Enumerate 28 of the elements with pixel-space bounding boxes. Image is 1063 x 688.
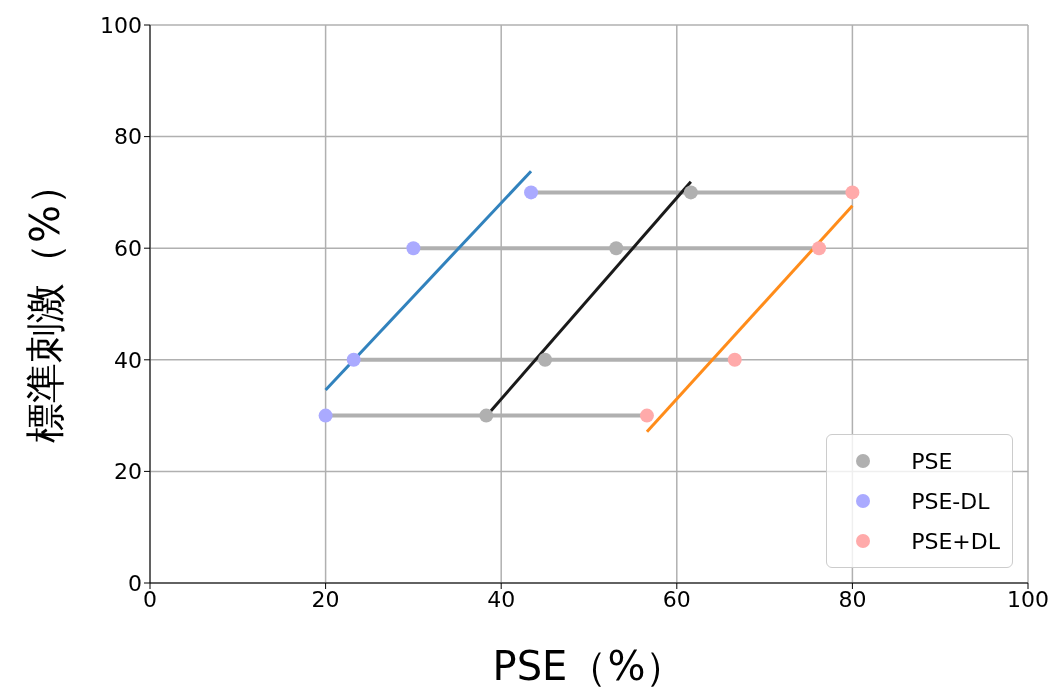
- point: [524, 185, 539, 200]
- y-tick-label: 60: [114, 236, 142, 262]
- x-tick-label: 60: [662, 586, 691, 612]
- legend-label: PSE+DL: [911, 528, 1000, 554]
- point: [406, 241, 421, 256]
- y-tick-label: 0: [128, 570, 142, 596]
- legend-label: PSE-DL: [911, 488, 990, 514]
- y-tick-label: 80: [114, 124, 142, 150]
- y-tick-label: 40: [114, 347, 142, 373]
- point: [812, 241, 827, 256]
- point: [346, 352, 361, 367]
- point: [727, 352, 742, 367]
- x-axis-title: PSE（%）: [492, 643, 686, 688]
- y-axis-title: 標準刺激（%）: [22, 164, 68, 444]
- point: [683, 185, 698, 200]
- x-tick-label: 40: [487, 586, 516, 612]
- x-tick-label: 80: [838, 586, 867, 612]
- point: [639, 408, 654, 423]
- x-tick-label: 100: [1007, 586, 1049, 612]
- legend-label: PSE: [911, 448, 953, 474]
- point: [538, 352, 553, 367]
- x-tick-label: 20: [311, 586, 340, 612]
- point: [609, 241, 624, 256]
- point: [318, 408, 333, 423]
- point: [845, 185, 860, 200]
- point: [479, 408, 494, 423]
- y-tick-label: 100: [100, 12, 142, 38]
- y-tick-label: 20: [114, 459, 142, 485]
